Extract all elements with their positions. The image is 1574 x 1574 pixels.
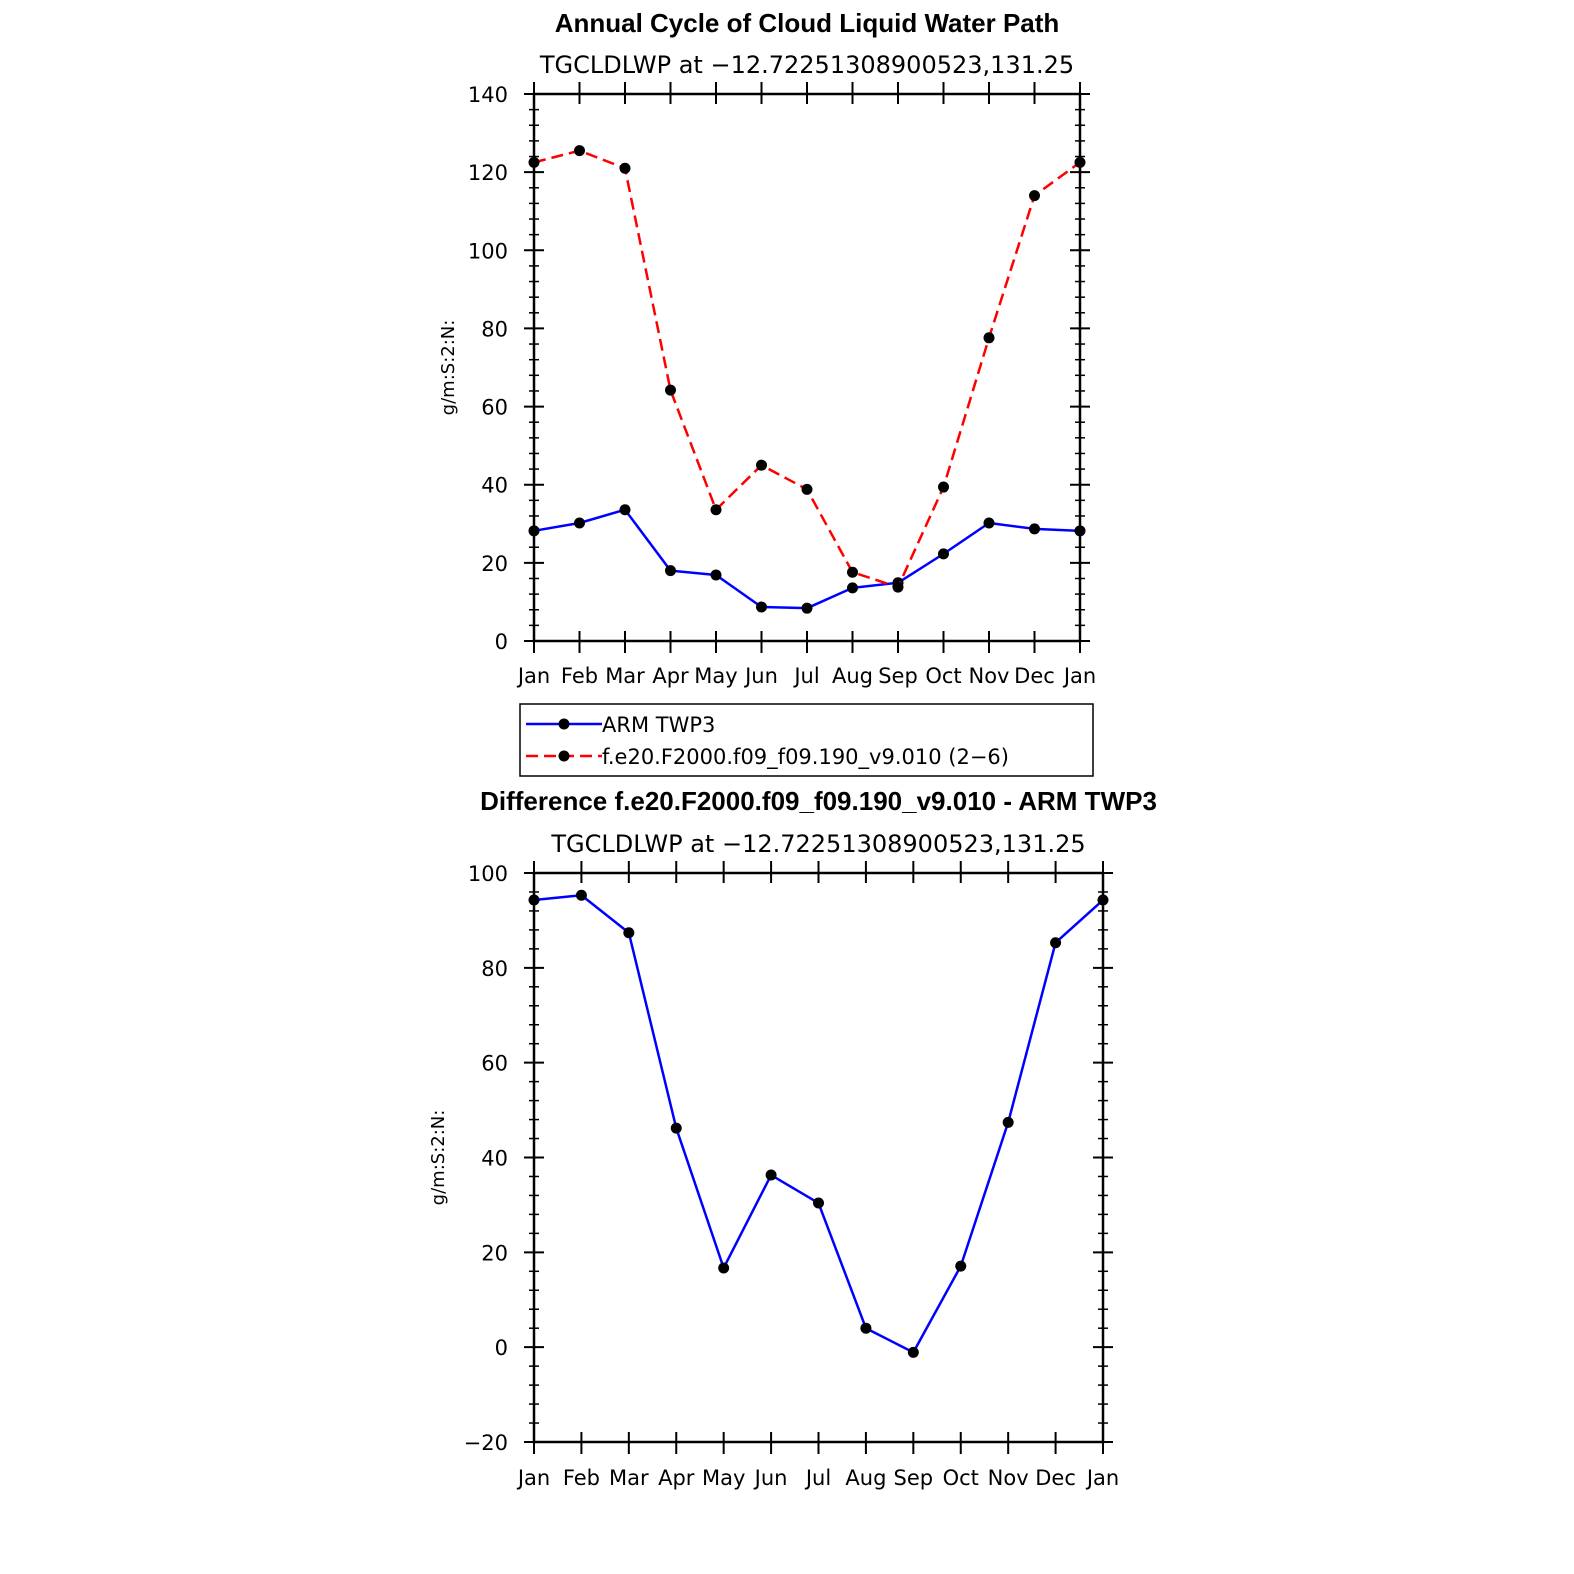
data-point	[528, 525, 540, 537]
series-line	[533, 894, 1104, 1354]
data-point	[623, 927, 635, 939]
y-tick-label: 40	[481, 474, 508, 498]
data-point	[619, 162, 631, 174]
data-point	[756, 459, 767, 471]
x-tick-label: Oct	[925, 664, 961, 688]
data-point	[528, 894, 540, 906]
legend-label: f.e20.F2000.f09_f09.190_v9.010 (2−6)	[602, 745, 1009, 770]
y-tick-label: 80	[481, 317, 508, 341]
chart-panel-difference: Difference f.e20.F2000.f09_f09.190_v9.01…	[428, 786, 1157, 1490]
data-point	[1074, 525, 1086, 537]
y-axis-label: g/m:S:2:N:	[438, 320, 459, 416]
data-point	[765, 1169, 777, 1181]
plot-frame	[532, 871, 1105, 1444]
data-point	[892, 581, 904, 593]
data-point	[528, 156, 540, 168]
data-point	[847, 582, 858, 594]
data-point	[860, 1322, 872, 1334]
data-point	[813, 1197, 824, 1209]
y-tick-label: 140	[468, 83, 508, 107]
data-point	[670, 1122, 682, 1134]
y-tick-label: 100	[468, 239, 508, 263]
legend-box	[519, 703, 1094, 777]
x-tick-label: Jul	[804, 1466, 831, 1490]
chart-title: Difference f.e20.F2000.f09_f09.190_v9.01…	[480, 786, 1157, 816]
x-tick-label: Jun	[743, 664, 778, 688]
chart-title: Annual Cycle of Cloud Liquid Water Path	[555, 8, 1060, 38]
legend-swatch-marker	[558, 718, 570, 730]
x-tick-label: Nov	[988, 1466, 1029, 1490]
x-tick-label: Feb	[561, 664, 598, 688]
data-point	[718, 1262, 730, 1274]
plot-frame	[532, 92, 1082, 643]
legend-label: ARM TWP3	[602, 713, 715, 737]
series-line	[533, 508, 1081, 610]
x-tick-label: Aug	[832, 664, 873, 688]
y-tick-label: 20	[481, 552, 508, 576]
x-tick-label: Jan	[516, 1466, 550, 1490]
x-tick-label: Jan	[516, 664, 550, 688]
x-tick-label: Sep	[894, 1466, 934, 1490]
y-tick-label: −20	[464, 1431, 508, 1455]
y-tick-label: 100	[468, 862, 508, 886]
x-tick-label: Apr	[652, 664, 689, 688]
y-tick-label: 0	[495, 630, 508, 654]
data-point	[801, 483, 813, 495]
data-point	[801, 602, 813, 614]
x-tick-label: Apr	[658, 1466, 695, 1490]
data-point	[983, 332, 995, 344]
legend-swatch-marker	[558, 750, 570, 762]
chart-panel-annual-cycle: Annual Cycle of Cloud Liquid Water Path T…	[438, 8, 1096, 688]
chart-subtitle: TGCLDLWP at −12.72251308900523,131.25	[539, 51, 1074, 79]
x-tick-label: Nov	[969, 664, 1010, 688]
y-tick-label: 60	[481, 396, 508, 420]
x-tick-label: May	[694, 664, 737, 688]
x-tick-label: Jan	[1085, 1466, 1119, 1490]
x-tick-label: Aug	[845, 1466, 886, 1490]
x-tick-label: Mar	[609, 1466, 649, 1490]
series-line	[533, 149, 1081, 589]
data-point	[983, 517, 995, 529]
data-point	[574, 517, 585, 529]
x-tick-label: Dec	[1035, 1466, 1076, 1490]
data-point	[1097, 894, 1109, 906]
data-point	[619, 504, 631, 516]
x-tick-label: Feb	[563, 1466, 600, 1490]
x-tick-label: Mar	[605, 664, 645, 688]
y-tick-label: 0	[495, 1336, 508, 1360]
x-tick-label: Dec	[1014, 664, 1055, 688]
data-point	[665, 384, 676, 396]
data-point	[1029, 523, 1040, 535]
data-point	[710, 569, 722, 581]
x-tick-label: May	[702, 1466, 745, 1490]
data-point	[575, 889, 587, 901]
data-point	[665, 565, 676, 577]
y-tick-label: 60	[481, 1052, 508, 1076]
x-tick-label: Jan	[1062, 664, 1096, 688]
data-point	[1029, 190, 1040, 202]
x-tick-label: Sep	[878, 664, 918, 688]
data-point	[1074, 156, 1086, 168]
data-point	[938, 481, 949, 493]
chart-subtitle: TGCLDLWP at −12.72251308900523,131.25	[550, 830, 1085, 858]
data-point	[1050, 937, 1062, 949]
data-point	[756, 601, 767, 613]
y-axis-label: g/m:S:2:N:	[428, 1110, 449, 1206]
data-point	[574, 145, 585, 157]
data-point	[710, 504, 722, 516]
legend: ARM TWP3 f.e20.F2000.f09_f09.190_v9.010 (…	[519, 703, 1094, 777]
y-tick-label: 80	[481, 957, 508, 981]
data-point	[955, 1260, 967, 1272]
data-point	[847, 566, 858, 578]
x-tick-label: Jun	[753, 1466, 788, 1490]
y-tick-label: 40	[481, 1147, 508, 1171]
y-tick-label: 120	[468, 161, 508, 185]
y-tick-label: 20	[481, 1241, 508, 1265]
x-tick-label: Oct	[943, 1466, 979, 1490]
data-point	[907, 1346, 919, 1358]
x-tick-label: Jul	[792, 664, 819, 688]
data-point	[938, 548, 949, 560]
data-point	[1002, 1116, 1014, 1128]
